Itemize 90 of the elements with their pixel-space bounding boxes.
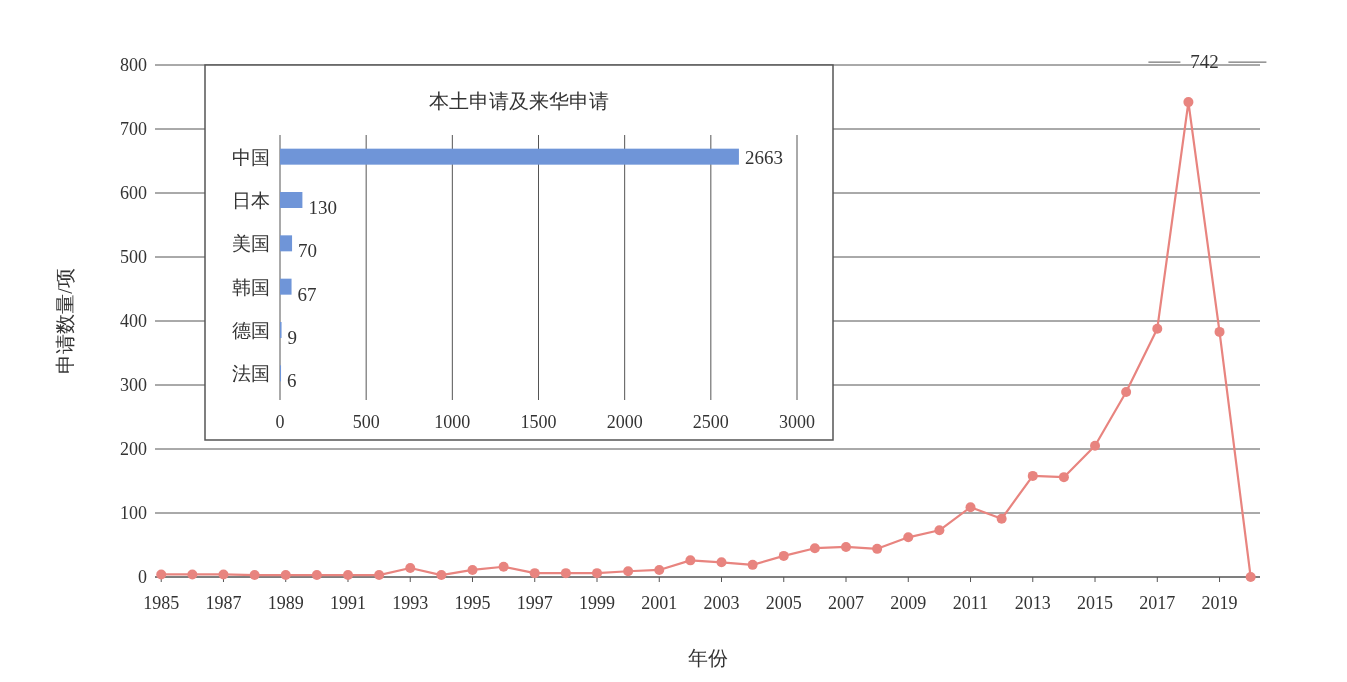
x-tick-label: 2000 <box>606 412 643 432</box>
x-tick-label: 2009 <box>890 593 927 613</box>
x-tick-label: 1989 <box>267 593 304 613</box>
point <box>405 563 416 574</box>
point <box>872 543 883 554</box>
x-tick-label: 2017 <box>1139 593 1176 613</box>
y-tick-label: 400 <box>120 311 147 331</box>
point <box>498 561 509 572</box>
data-label: 67 <box>297 283 317 305</box>
point <box>467 564 478 575</box>
chart-title: 本土申请及来华申请 <box>429 90 609 112</box>
x-tick-label: 2013 <box>1014 593 1051 613</box>
data-label: 742 <box>1190 51 1219 73</box>
y-tick-label: 600 <box>120 183 147 203</box>
y-axis-title: 申请数量/项 <box>54 268 76 374</box>
point <box>1183 97 1194 108</box>
x-tick-label: 1500 <box>520 412 557 432</box>
data-label: 70 <box>298 240 318 262</box>
x-tick-label: 1999 <box>579 593 615 613</box>
point <box>965 502 976 513</box>
point <box>778 550 789 561</box>
point <box>560 568 571 579</box>
x-tick-label: 3000 <box>779 412 815 432</box>
bar <box>280 278 292 295</box>
data-label: 130 <box>308 197 337 218</box>
point <box>1058 472 1069 483</box>
point <box>747 559 758 570</box>
x-tick-label: 2011 <box>952 593 989 613</box>
x-tick-label: 2019 <box>1201 593 1238 613</box>
x-tick-label: 2007 <box>828 593 865 613</box>
data-label: 9 <box>287 327 298 348</box>
y-tick-label: 100 <box>120 503 147 523</box>
point <box>841 541 852 552</box>
x-tick-label: 0 <box>275 412 285 432</box>
x-tick-label: 2500 <box>692 412 729 432</box>
point <box>436 570 447 581</box>
x-tick-label: 1000 <box>434 412 471 432</box>
point <box>623 566 634 577</box>
point <box>1245 572 1256 582</box>
point <box>1214 326 1225 337</box>
point <box>592 568 602 579</box>
y-tick-label: 韩国 <box>232 276 270 298</box>
point <box>280 570 291 581</box>
point <box>934 525 945 536</box>
point <box>716 557 727 568</box>
point <box>1027 470 1038 481</box>
x-tick-label: 2003 <box>703 593 740 613</box>
x-tick-label: 1985 <box>143 593 180 613</box>
x-axis-title: 年份 <box>687 647 728 669</box>
point <box>156 569 167 580</box>
x-tick-label: 2015 <box>1077 593 1114 613</box>
bar <box>280 192 303 208</box>
y-tick-label: 700 <box>120 119 147 139</box>
point <box>1152 323 1163 334</box>
y-tick-label: 日本 <box>232 190 270 211</box>
x-tick-label: 2001 <box>641 593 678 613</box>
bar <box>280 235 293 252</box>
point <box>187 569 198 580</box>
y-tick-label: 800 <box>120 55 147 75</box>
point <box>311 570 322 581</box>
y-tick-label: 300 <box>120 375 147 395</box>
data-label: 6 <box>287 370 297 392</box>
point <box>903 532 914 543</box>
x-tick-label: 1987 <box>205 593 242 613</box>
point <box>342 570 353 581</box>
point <box>529 568 540 579</box>
y-tick-label: 美国 <box>232 233 270 255</box>
point <box>374 570 385 581</box>
point <box>809 543 820 554</box>
y-tick-label: 中国 <box>232 146 270 168</box>
point <box>654 564 665 575</box>
point <box>685 555 696 566</box>
point <box>1090 440 1101 451</box>
x-tick-label: 1993 <box>392 593 429 613</box>
x-tick-label: 500 <box>352 412 380 432</box>
point <box>996 513 1007 524</box>
x-tick-label: 2005 <box>765 593 802 613</box>
y-tick-label: 500 <box>120 247 147 267</box>
point <box>1121 387 1132 398</box>
point <box>249 570 260 581</box>
y-tick-label: 法国 <box>232 363 270 385</box>
y-tick-label: 200 <box>120 439 147 459</box>
y-tick-label: 德国 <box>232 320 270 341</box>
x-tick-label: 1997 <box>516 593 553 613</box>
x-tick-label: 1995 <box>454 593 491 613</box>
point <box>218 569 229 580</box>
data-label: 2663 <box>744 146 783 168</box>
y-tick-label: 0 <box>138 567 147 587</box>
x-tick-label: 1991 <box>329 593 366 613</box>
bar <box>280 148 739 165</box>
